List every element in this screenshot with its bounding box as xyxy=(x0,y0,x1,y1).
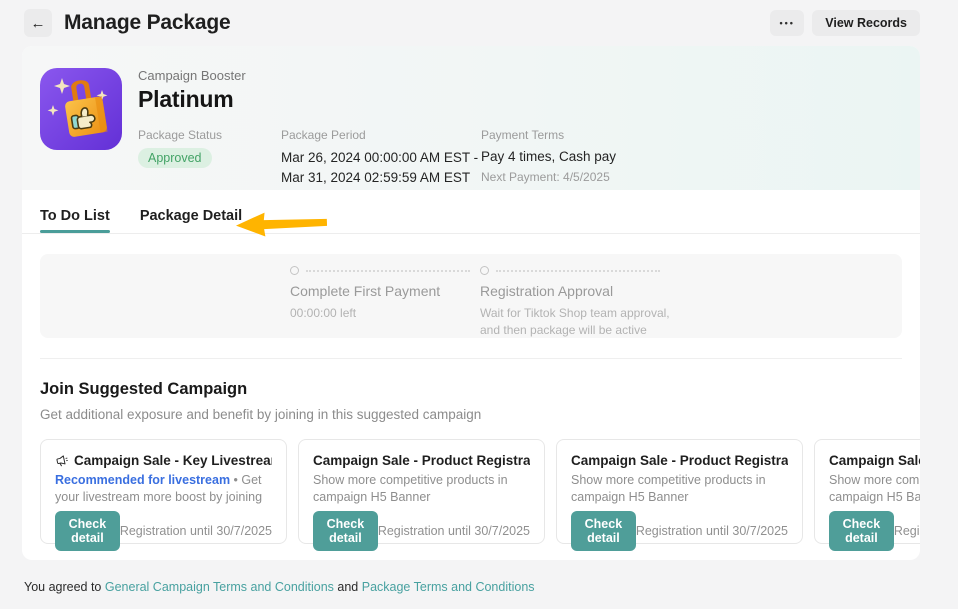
todo-steps-card: Complete First Payment 00:00:00 left Reg… xyxy=(40,254,902,338)
campaign-card-desc: Show more competitive products in campai… xyxy=(829,473,920,504)
package-category: Campaign Booster xyxy=(138,68,246,83)
registration-deadline: Registration until 30/7/2025 xyxy=(119,524,272,538)
back-arrow-icon: ← xyxy=(30,14,46,32)
page-title: Manage Package xyxy=(64,11,231,34)
recommended-link[interactable]: Recommended for livestream xyxy=(55,473,231,487)
campaign-cards-row: Campaign Sale - Key Livestream Recommend… xyxy=(40,439,920,551)
registration-deadline: Registration until 30/7/2025 xyxy=(635,524,788,538)
step-title: Complete First Payment xyxy=(290,283,441,299)
step-circle-icon xyxy=(290,266,299,275)
package-terms-link[interactable]: Package Terms and Conditions xyxy=(361,580,535,594)
campaign-card-product-registration-3-clipped: Campaign Sale - Product Registration Sho… xyxy=(814,439,920,551)
section-divider xyxy=(40,358,902,359)
package-banner: Campaign Booster Platinum Package Status… xyxy=(22,46,920,190)
campaign-card-title: Campaign Sale - Product Registration xyxy=(571,453,788,468)
campaign-desc-text: • Get your livestream more boost by join… xyxy=(55,473,263,504)
payment-terms-column: Payment Terms Pay 4 times, Cash pay Next… xyxy=(481,128,616,189)
package-name: Platinum xyxy=(138,86,234,112)
package-status-column: Package Status Approved xyxy=(138,128,281,189)
tab-to-do-list[interactable]: To Do List xyxy=(40,202,110,233)
step-registration-approval: Registration Approval Wait for Tiktok Sh… xyxy=(480,266,670,338)
package-badge-icon xyxy=(40,68,122,150)
package-meta-row: Package Status Approved Package Period M… xyxy=(138,128,920,189)
next-payment: Next Payment: 4/5/2025 xyxy=(481,170,610,185)
suggested-campaign-section: Join Suggested Campaign Get additional e… xyxy=(22,380,920,551)
check-detail-button[interactable]: Check detail xyxy=(313,511,378,551)
topbar-actions: ••• View Records xyxy=(770,10,920,36)
period-line-1: Mar 26, 2024 00:00:00 AM EST - xyxy=(281,150,479,165)
campaign-card-product-registration-2: Campaign Sale - Product Registration Sho… xyxy=(556,439,803,551)
registration-deadline: Registration until 30/7/2025 xyxy=(893,524,920,538)
back-button[interactable]: ← xyxy=(24,9,52,37)
payment-terms-label: Payment Terms xyxy=(481,128,565,142)
campaign-card-bottom: Check detail Registration until 30/7/202… xyxy=(55,511,272,551)
campaign-card-bottom: Check detail Registration until 30/7/202… xyxy=(313,511,530,551)
campaign-title-text: Campaign Sale - Product Registration xyxy=(571,453,788,468)
footer-middle: and xyxy=(333,580,362,594)
campaign-card-title: Campaign Sale - Key Livestream xyxy=(55,453,272,468)
package-period-label: Package Period xyxy=(281,128,366,142)
step-circle-icon xyxy=(480,266,489,275)
check-detail-button[interactable]: Check detail xyxy=(55,511,120,551)
general-campaign-terms-link[interactable]: General Campaign Terms and Conditions xyxy=(104,580,334,594)
campaign-card-bottom: Check detail Registration until 30/7/202… xyxy=(571,511,788,551)
status-badge: Approved xyxy=(138,148,212,168)
step-dotted-line xyxy=(496,269,660,272)
step-title: Registration Approval xyxy=(480,283,614,299)
step-desc: 00:00:00 left xyxy=(290,306,357,320)
step-complete-first-payment: Complete First Payment 00:00:00 left xyxy=(290,266,480,338)
campaign-card-desc: Show more competitive products in campai… xyxy=(313,473,508,504)
registration-deadline: Registration until 30/7/2025 xyxy=(377,524,530,538)
footer-prefix: You agreed to xyxy=(24,580,105,594)
step-desc: Wait for Tiktok Shop team approval, and … xyxy=(480,306,670,338)
agreement-footer: You agreed to General Campaign Terms and… xyxy=(24,580,535,594)
payment-terms-value: Pay 4 times, Cash pay xyxy=(481,149,617,164)
step-head xyxy=(480,266,670,275)
suggested-campaign-title: Join Suggested Campaign xyxy=(40,380,248,398)
campaign-card-product-registration-1: Campaign Sale - Product Registration Sho… xyxy=(298,439,545,551)
top-header: ← Manage Package ••• View Records xyxy=(0,0,958,46)
campaign-title-text: Campaign Sale - Key Livestream xyxy=(74,453,272,468)
main-panel: Campaign Booster Platinum Package Status… xyxy=(22,46,920,560)
package-status-label: Package Status xyxy=(138,128,223,142)
tab-package-detail[interactable]: Package Detail xyxy=(139,208,243,224)
campaign-title-text: Campaign Sale - Product Registration xyxy=(829,453,920,468)
more-options-button[interactable]: ••• xyxy=(770,10,805,36)
step-head xyxy=(290,266,480,275)
check-detail-button[interactable]: Check detail xyxy=(829,511,894,551)
tab-bar: To Do List Package Detail xyxy=(22,202,920,234)
megaphone-icon xyxy=(56,454,68,466)
period-line-2: Mar 31, 2024 02:59:59 AM EST xyxy=(281,170,471,186)
campaign-card-desc: Show more competitive products in campai… xyxy=(571,473,766,504)
suggested-campaign-subtitle: Get additional exposure and benefit by j… xyxy=(40,407,482,422)
step-dotted-line xyxy=(306,269,470,272)
campaign-card-title: Campaign Sale - Product Registration xyxy=(313,453,530,468)
campaign-card-title: Campaign Sale - Product Registration xyxy=(829,453,920,468)
package-info: Campaign Booster Platinum Package Status… xyxy=(138,68,920,190)
check-detail-button[interactable]: Check detail xyxy=(571,511,636,551)
package-period-column: Package Period Mar 26, 2024 00:00:00 AM … xyxy=(281,128,481,189)
campaign-title-text: Campaign Sale - Product Registration xyxy=(313,453,530,468)
campaign-card-bottom: Check detail Registration until 30/7/202… xyxy=(829,511,920,551)
view-records-button[interactable]: View Records xyxy=(812,10,920,36)
campaign-card-key-livestream: Campaign Sale - Key Livestream Recommend… xyxy=(40,439,287,551)
package-period-value: Mar 26, 2024 00:00:00 AM EST - Mar 31, 2… xyxy=(281,148,481,189)
ellipsis-icon: ••• xyxy=(779,18,795,28)
campaign-card-desc: Recommended for livestream • Get your li… xyxy=(55,472,272,505)
